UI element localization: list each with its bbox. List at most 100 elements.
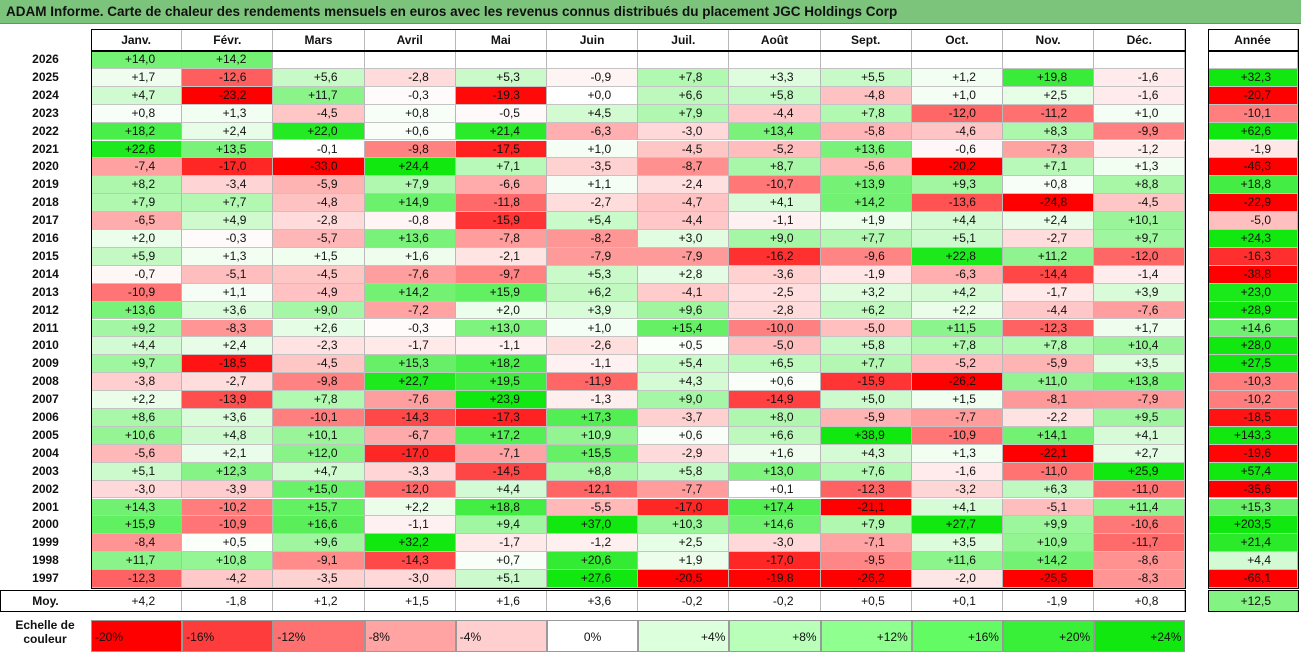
heatmap-cell: +7,8 [1003, 337, 1095, 356]
heatmap-cell: +1,0 [1094, 104, 1186, 123]
heatmap-cell: +0,1 [729, 480, 821, 499]
heatmap-cell: +12,0 [273, 444, 365, 463]
heatmap-cell: -9,6 [820, 247, 912, 266]
month-header: Janv. [91, 30, 183, 50]
heatmap-cell: -6,3 [911, 265, 1003, 284]
heatmap-cell: +4,3 [638, 373, 730, 392]
heatmap-cell: +3,2 [820, 283, 912, 302]
heatmap-cell: +0,8 [91, 104, 183, 123]
color-scale-swatch: -16% [182, 620, 274, 652]
heatmap-cell: +10,3 [638, 516, 730, 535]
annual-cell: +24,3 [1208, 230, 1298, 248]
heatmap-cell: -20,2 [911, 158, 1003, 177]
heatmap-cell: +15,9 [91, 516, 183, 535]
heatmap-cell: +5,4 [638, 355, 730, 374]
year-label: 2005 [32, 427, 59, 442]
color-scale-swatch: +24% [1094, 620, 1186, 652]
color-scale-swatch: +4% [638, 620, 730, 652]
heatmap-cell: +14,2 [820, 194, 912, 213]
heatmap-cell: -13,9 [182, 391, 274, 409]
year-label: 2012 [32, 302, 59, 317]
heatmap-cell: -9,1 [273, 552, 365, 571]
heatmap-cell: +11,4 [1094, 498, 1186, 517]
month-header: Avril [365, 30, 456, 50]
color-scale-swatch: -20% [91, 620, 183, 652]
year-label: 2001 [32, 499, 59, 514]
heatmap-cell: -12,3 [1003, 319, 1095, 338]
heatmap-cell [364, 51, 456, 69]
heatmap-cell: -10,9 [91, 283, 183, 302]
heatmap-cell: +9,3 [911, 176, 1003, 195]
heatmap-cell: +13,8 [1094, 373, 1186, 392]
heatmap-cell: +9,7 [91, 355, 183, 374]
heatmap-cell: +10,1 [1094, 212, 1186, 230]
heatmap-cell: +38,9 [820, 426, 912, 445]
heatmap-cell: -10,2 [182, 498, 274, 517]
heatmap-cell: +3,3 [729, 68, 821, 87]
heatmap-cell: -5,9 [820, 409, 912, 427]
heatmap-cell: +15,5 [547, 444, 639, 463]
month-header: Mars [273, 30, 365, 50]
heatmap-cell: +17,2 [455, 426, 547, 445]
heatmap-cell: -5,1 [182, 265, 274, 284]
heatmap-cell: -17,0 [364, 444, 456, 463]
average-cell: +0,1 [912, 591, 1003, 611]
heatmap-cell: +3,6 [182, 301, 274, 320]
heatmap-cell: +22,0 [273, 122, 365, 141]
heatmap-cell: +12,3 [182, 462, 274, 481]
heatmap-cell: -7,9 [547, 247, 639, 266]
heatmap-cell: -2,7 [547, 194, 639, 213]
annual-cell: -5,0 [1208, 212, 1298, 230]
heatmap-cell [547, 51, 639, 69]
heatmap-cell: +6,6 [638, 86, 730, 105]
year-label: 1998 [32, 553, 59, 568]
month-header: Févr. [182, 30, 274, 50]
heatmap-cell: -4,9 [273, 283, 365, 302]
heatmap-cell: -0,3 [364, 86, 456, 105]
heatmap-cell: +14,0 [91, 51, 183, 69]
heatmap-cell: +4,9 [182, 212, 274, 230]
heatmap-cell: +14,1 [1003, 426, 1095, 445]
heatmap-cell: +2,4 [182, 122, 274, 141]
heatmap-cell: +5,4 [547, 212, 639, 230]
average-cell: -1,9 [1003, 591, 1095, 611]
heatmap-cell: -7,1 [820, 534, 912, 553]
year-label: 2008 [32, 374, 59, 389]
annual-cell: +15,3 [1208, 498, 1298, 517]
heatmap-cell: -3,3 [364, 462, 456, 481]
heatmap-cell: +5,0 [820, 391, 912, 409]
heatmap-cell: -3,0 [91, 480, 183, 499]
heatmap-cell: -0,6 [911, 140, 1003, 159]
heatmap-cell: -17,0 [638, 498, 730, 517]
annual-cell: -20,7 [1208, 86, 1298, 105]
heatmap-cell: -5,0 [729, 337, 821, 356]
heatmap-cell: +4,1 [729, 194, 821, 213]
heatmap-cell: +13,6 [820, 140, 912, 159]
average-cell: -0,2 [729, 591, 821, 611]
heatmap-cell: -1,2 [547, 534, 639, 553]
heatmap-cell [820, 51, 912, 69]
heatmap-cell: -4,8 [273, 194, 365, 213]
heatmap-cell: +2,0 [91, 230, 183, 248]
heatmap-cell: +7,1 [455, 158, 547, 177]
heatmap-cell: +6,2 [820, 301, 912, 320]
heatmap-cell: +1,5 [273, 247, 365, 266]
heatmap-cell: +8,6 [91, 409, 183, 427]
heatmap-cell [729, 51, 821, 69]
average-cell: -1,8 [182, 591, 274, 611]
heatmap-cell: +3,5 [911, 534, 1003, 553]
heatmap-cell: -10,9 [182, 516, 274, 535]
heatmap-cell: -2,5 [729, 283, 821, 302]
heatmap-cell: +7,7 [182, 194, 274, 213]
heatmap-cell: +19,5 [455, 373, 547, 392]
year-label: 2014 [32, 266, 59, 281]
heatmap-cell: +25,9 [1094, 462, 1186, 481]
heatmap-cell: +10,6 [91, 426, 183, 445]
year-label: 2009 [32, 356, 59, 371]
heatmap-cell: -0,3 [182, 230, 274, 248]
heatmap-cell: +4,7 [273, 462, 365, 481]
heatmap-cell: -12,0 [1094, 247, 1186, 266]
heatmap-cell: -2,0 [911, 570, 1003, 588]
heatmap-cell: -7,8 [455, 230, 547, 248]
heatmap-cell: -3,9 [182, 480, 274, 499]
